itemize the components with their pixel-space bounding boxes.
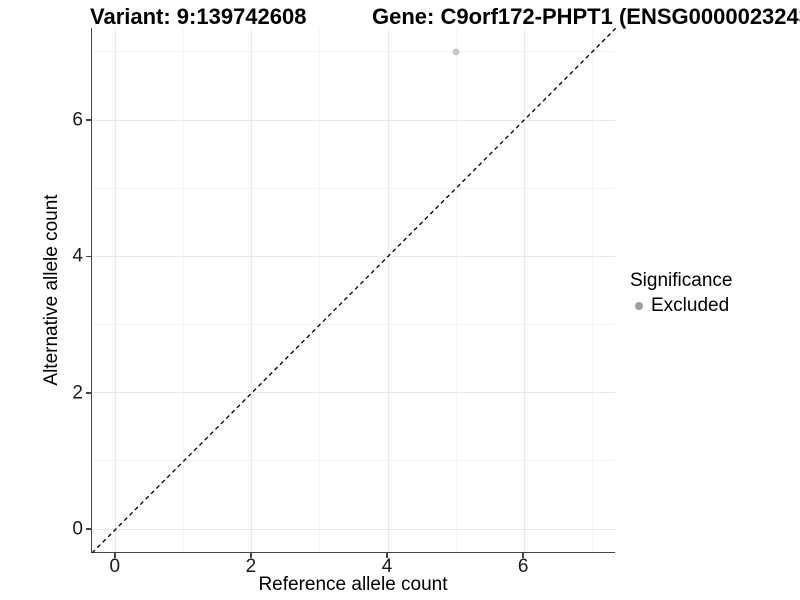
x-tick-label: 0: [109, 556, 121, 577]
y-axis-title: Alternative allele count: [41, 194, 62, 386]
y-tick-mark: [86, 528, 91, 530]
y-tick-mark: [86, 392, 91, 394]
x-tick-label: 6: [517, 556, 529, 577]
y-tick-label: 2: [72, 382, 83, 404]
horizontal-gridline: [92, 324, 615, 326]
horizontal-gridline: [92, 119, 615, 121]
legend: Significance Excluded: [630, 270, 732, 317]
data-point: [452, 48, 460, 56]
vertical-gridline: [455, 28, 457, 552]
y-tick-mark: [86, 255, 91, 258]
x-tick-mark: [522, 553, 524, 558]
x-tick-mark: [386, 553, 388, 558]
x-tick-mark: [114, 553, 116, 558]
legend-title: Significance: [630, 270, 733, 291]
vertical-gridline: [523, 28, 525, 552]
plot-title-gene: Gene: C9orf172-PHPT1 (ENSG00000232434-E: [372, 4, 800, 29]
identity-dashed-line: [92, 28, 616, 553]
vertical-gridline: [591, 28, 593, 552]
legend-item-excluded: Excluded: [630, 295, 732, 317]
vertical-gridline: [183, 28, 185, 552]
vertical-gridline: [115, 28, 117, 552]
horizontal-gridline: [92, 392, 615, 394]
x-axis-title: Reference allele count: [258, 574, 448, 595]
horizontal-gridline: [92, 528, 615, 530]
scatter-layer: [92, 28, 616, 553]
vertical-gridline: [319, 28, 321, 552]
vertical-gridline: [387, 28, 389, 552]
x-tick-label: 4: [381, 556, 393, 577]
plot-panel: [91, 28, 616, 553]
y-tick-mark: [86, 119, 91, 121]
x-tick-mark: [250, 553, 252, 558]
vertical-gridline: [251, 28, 253, 552]
legend-item-label: Excluded: [651, 295, 730, 316]
horizontal-gridline: [92, 255, 615, 257]
x-tick-label: 2: [245, 556, 257, 577]
y-tick-label: 0: [72, 518, 83, 540]
horizontal-gridline: [92, 460, 615, 462]
horizontal-gridline: [92, 51, 615, 53]
excluded-point-icon: [635, 302, 643, 310]
horizontal-gridline: [92, 187, 615, 189]
y-tick-label: 6: [72, 109, 83, 131]
y-tick-label: 4: [72, 245, 83, 267]
plot-title-variant: Variant: 9:139742608: [90, 4, 307, 29]
